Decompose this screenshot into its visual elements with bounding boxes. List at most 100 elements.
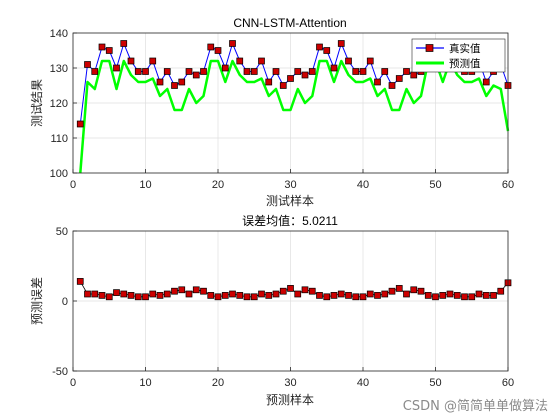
- error-marker: [352, 293, 360, 301]
- y-tick-label: 120: [50, 98, 68, 110]
- true-value-marker: [178, 78, 186, 86]
- error-marker: [134, 293, 142, 301]
- error-marker: [279, 287, 287, 295]
- x-tick-label: 10: [139, 377, 151, 389]
- true-value-marker: [359, 68, 367, 75]
- error-marker: [192, 286, 200, 294]
- error-marker: [301, 286, 309, 294]
- error-marker: [149, 290, 157, 298]
- error-marker: [395, 285, 403, 292]
- bottom-series: [76, 278, 512, 301]
- x-tick-label: 0: [70, 179, 76, 191]
- true-value-marker: [127, 57, 135, 65]
- true-value-marker: [381, 68, 389, 75]
- error-marker: [178, 286, 186, 294]
- error-marker: [105, 293, 113, 301]
- true-value-marker: [91, 68, 99, 75]
- error-marker: [84, 290, 91, 298]
- true-value-marker: [395, 75, 403, 82]
- x-tick-label: 50: [429, 377, 441, 389]
- true-value-marker: [214, 47, 222, 54]
- true-value-marker: [403, 68, 410, 75]
- error-marker: [453, 292, 461, 299]
- top-y-axis-label: 测试结果: [29, 79, 44, 127]
- x-tick-label: 10: [139, 179, 151, 191]
- error-marker: [76, 278, 84, 285]
- error-marker: [127, 292, 135, 299]
- error-marker: [461, 293, 468, 301]
- error-marker: [497, 287, 505, 295]
- error-marker: [337, 290, 345, 298]
- legend: 真实值 预测值: [411, 38, 506, 73]
- y-tick-label: 100: [50, 168, 68, 180]
- true-value-marker: [185, 68, 193, 75]
- true-value-marker: [265, 78, 273, 86]
- bottom-xticks: 0 10 20 30 40 50 60: [70, 367, 514, 389]
- error-marker: [207, 292, 215, 299]
- error-marker: [171, 287, 178, 295]
- x-tick-label: 0: [70, 377, 76, 389]
- true-value-marker: [330, 64, 338, 72]
- bottom-yticks: -50 0 50: [52, 226, 77, 378]
- true-value-marker: [250, 68, 258, 75]
- true-value-marker: [113, 64, 120, 72]
- true-value-marker: [366, 57, 374, 65]
- error-marker: [229, 290, 236, 298]
- legend-label-true: 真实值: [449, 42, 481, 55]
- error-marker: [417, 287, 425, 295]
- error-marker: [294, 290, 302, 298]
- error-marker: [388, 287, 396, 295]
- error-marker: [490, 292, 497, 299]
- true-value-marker: [345, 57, 352, 65]
- error-marker: [250, 293, 258, 301]
- error-marker: [308, 287, 316, 295]
- true-value-marker: [192, 71, 200, 79]
- x-tick-label: 30: [284, 179, 296, 191]
- error-marker: [359, 293, 367, 301]
- error-marker: [316, 292, 323, 299]
- error-marker: [272, 290, 280, 298]
- true-value-marker: [410, 71, 418, 79]
- y-tick-label: 110: [50, 133, 68, 145]
- error-marker: [98, 292, 106, 299]
- error-marker: [323, 293, 331, 301]
- error-marker: [243, 293, 251, 301]
- true-value-marker: [337, 40, 345, 47]
- true-value-marker: [352, 68, 360, 75]
- bottom-x-axis-label: 预测样本: [266, 392, 314, 407]
- x-tick-label: 60: [502, 377, 514, 389]
- top-xticks: 0 10 20 30 40 50 60: [70, 169, 514, 191]
- true-value-marker: [200, 68, 207, 75]
- top-x-axis-label: 测试样本: [266, 193, 314, 208]
- error-marker: [345, 292, 352, 299]
- error-marker: [221, 292, 229, 299]
- true-value-marker: [76, 120, 84, 128]
- legend-label-pred: 预测值: [449, 57, 481, 70]
- true-value-marker: [98, 43, 106, 51]
- true-value-marker: [316, 43, 323, 51]
- true-value-marker: [258, 57, 265, 65]
- error-marker: [265, 292, 273, 299]
- x-tick-label: 20: [212, 377, 224, 389]
- true-value-marker: [301, 71, 309, 79]
- true-value-marker: [171, 82, 178, 89]
- true-value-marker: [207, 43, 215, 51]
- bottom-chart-title: 误差均值：5.0211: [242, 213, 338, 228]
- error-marker: [156, 292, 164, 299]
- error-marker: [163, 290, 171, 298]
- error-marker: [366, 290, 374, 298]
- true-value-marker: [243, 68, 251, 75]
- error-marker: [330, 292, 338, 299]
- error-marker: [468, 293, 476, 301]
- error-marker: [91, 290, 99, 298]
- error-marker: [120, 290, 128, 298]
- x-tick-label: 40: [357, 179, 369, 191]
- true-value-marker: [388, 82, 396, 89]
- y-tick-label: 0: [62, 296, 68, 308]
- error-marker: [185, 290, 193, 298]
- true-value-marker: [323, 47, 331, 54]
- y-tick-label: 140: [50, 28, 68, 40]
- top-axes: 0 10 20 30 40 50 60 100 110 120 130 140 CNN-LSTM-A…: [29, 16, 514, 208]
- true-value-marker: [142, 68, 149, 75]
